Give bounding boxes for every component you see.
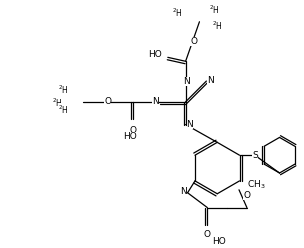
Text: $^2$H: $^2$H <box>209 4 220 16</box>
Text: CH$_3$: CH$_3$ <box>247 179 265 191</box>
Text: N: N <box>180 187 187 196</box>
Text: N: N <box>152 97 159 106</box>
Text: O: O <box>244 191 250 200</box>
Text: $^2$H: $^2$H <box>172 7 183 19</box>
Text: O: O <box>104 97 111 106</box>
Text: HO: HO <box>148 50 162 59</box>
Text: O: O <box>130 125 137 135</box>
Text: S: S <box>252 151 258 160</box>
Text: $^2$H: $^2$H <box>58 84 69 96</box>
Text: O: O <box>190 37 197 46</box>
Text: N: N <box>183 77 190 86</box>
Text: $^2$H: $^2$H <box>58 103 69 116</box>
Text: $^2$H: $^2$H <box>52 97 63 109</box>
Text: N: N <box>207 76 214 85</box>
Text: HO: HO <box>212 237 226 246</box>
Text: N: N <box>187 120 193 129</box>
Text: HO: HO <box>123 132 137 141</box>
Text: O: O <box>204 230 211 239</box>
Text: $^2$H: $^2$H <box>212 20 223 32</box>
